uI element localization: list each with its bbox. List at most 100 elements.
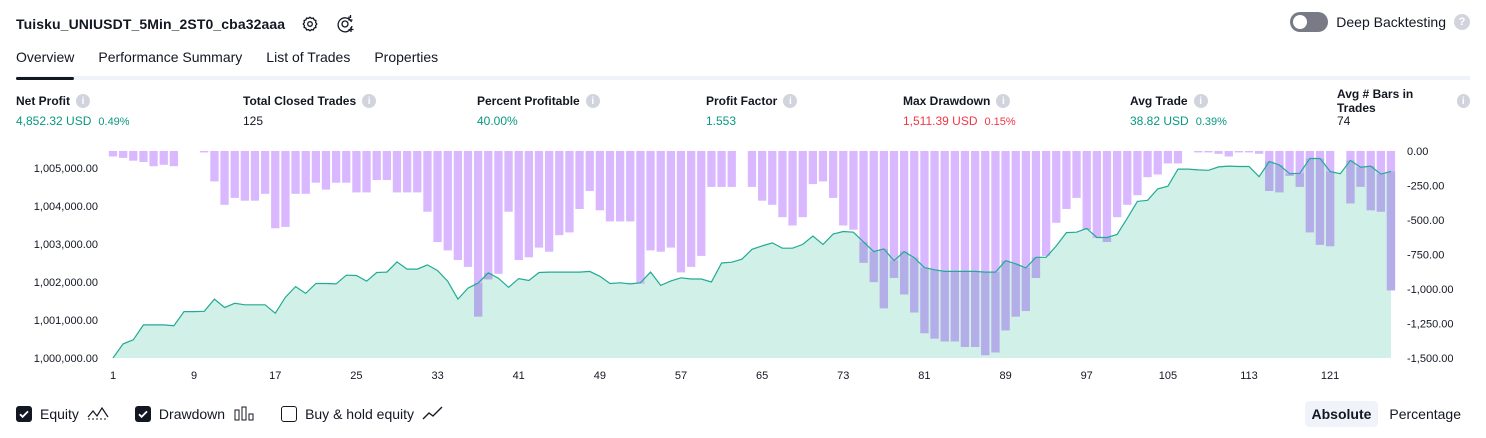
x-axis-tick-label: 89 [999, 370, 1011, 382]
drawdown-bar [717, 151, 726, 187]
info-icon[interactable]: i [783, 94, 798, 108]
drawdown-bar [169, 151, 178, 167]
drawdown-bar [910, 151, 919, 313]
x-axis-tick-label: 33 [431, 370, 443, 382]
equity-label: Equity [40, 406, 79, 422]
metric-value: 125 [243, 114, 376, 128]
equity-drawdown-chart[interactable]: 1,005,000.00 1,004,000.00 1,003,000.00 1,00… [0, 140, 1486, 395]
drawdown-bar-overlap [910, 257, 919, 313]
drawdown-bar [139, 151, 148, 162]
drawdown-bar-overlap [1102, 237, 1112, 242]
legend-drawdown[interactable]: Drawdown [134, 405, 255, 424]
drawdown-bar [230, 151, 239, 198]
drawdown-bar [818, 151, 828, 182]
absolute-mode-button[interactable]: Absolute [1304, 401, 1379, 427]
right-axis-tick-label: -250.00 [1407, 181, 1444, 193]
drawdown-bar [200, 151, 209, 153]
x-axis-tick-label: 97 [1081, 370, 1093, 382]
drawdown-bar [291, 151, 300, 194]
drawdown-bar [119, 151, 128, 158]
drawdown-bar [382, 151, 391, 180]
legend-buy-hold-equity[interactable]: Buy & hold equity [281, 405, 444, 424]
x-axis-tick-label: 73 [837, 370, 849, 382]
drawdown-bar-overlap [950, 271, 959, 342]
drawdown-bar [1214, 151, 1223, 154]
info-icon[interactable]: i [1456, 94, 1470, 108]
drawdown-bar [768, 151, 777, 205]
info-icon[interactable]: i [76, 94, 90, 108]
drawdown-bar-overlap [900, 251, 909, 295]
drawdown-bar-overlap [1275, 165, 1284, 193]
drawdown-bar-overlap [1326, 171, 1335, 247]
drawdown-bar [788, 151, 797, 226]
tab-overview[interactable]: Overview [16, 40, 75, 80]
metric-label: Profit Factor i [706, 92, 798, 110]
drawdown-bar [1082, 151, 1091, 230]
drawdown-bar [727, 151, 736, 187]
drawdown-bar [423, 151, 432, 212]
equity-checkbox[interactable] [16, 406, 32, 422]
info-icon[interactable]: i [1193, 94, 1208, 108]
drawdown-bar-overlap [1265, 161, 1274, 191]
drawdown-bar-overlap [1305, 158, 1314, 233]
drawdown-bar [534, 151, 544, 248]
drawdown-bar [758, 151, 767, 201]
drawdown-checkbox[interactable] [134, 406, 151, 422]
tab-performance-summary[interactable]: Performance Summary [98, 49, 243, 65]
drawdown-bar [1295, 151, 1304, 187]
drawdown-bar [1072, 151, 1081, 198]
drawdown-bar-overlap [1001, 260, 1010, 331]
metric-total-closed-trades: Total Closed Trades i 125 [243, 92, 377, 128]
deep-backtesting-toggle[interactable] [1290, 12, 1329, 32]
value-mode-switch: Absolute Percentage [1304, 401, 1469, 427]
gear-icon[interactable] [299, 13, 321, 35]
drawdown-bar [372, 151, 381, 180]
drawdown-bar [646, 151, 655, 251]
metric-label-text: Total Closed Trades [243, 94, 357, 108]
metric-value: 74 [1337, 114, 1470, 128]
left-axis-tick-label: 1,004,000.00 [34, 201, 98, 213]
drawdown-bar [707, 151, 716, 187]
drawdown-bar [605, 151, 615, 222]
buy-hold-checkbox[interactable] [281, 406, 298, 422]
info-icon[interactable]: i [362, 94, 377, 108]
drawdown-bar [362, 151, 371, 193]
metric-label: Net Profit i [16, 92, 130, 110]
drawdown-bar [1133, 151, 1142, 196]
x-axis-tick-label: 113 [1240, 370, 1258, 382]
drawdown-bar [798, 151, 807, 218]
toggle-knob [1293, 15, 1308, 29]
help-icon[interactable]: ? [1454, 14, 1470, 30]
drawdown-bar [616, 151, 625, 222]
drawdown-bar [443, 151, 452, 251]
buy-hold-label: Buy & hold equity [305, 406, 415, 422]
metric-value: 38.82 USD 0.39% [1130, 114, 1227, 128]
metric-label: Max Drawdown i [903, 92, 1016, 110]
metric-label-text: Profit Factor [706, 94, 778, 108]
drawdown-bar [210, 151, 219, 182]
left-axis-tick-label: 1,001,000.00 [34, 315, 98, 327]
drawdown-bar-overlap [869, 251, 878, 283]
refresh-settings-icon[interactable] [335, 13, 357, 35]
drawdown-bar-overlap [991, 272, 1000, 353]
drawdown-bar [859, 151, 868, 263]
tab-list-of-trades[interactable]: List of Trades [266, 49, 351, 65]
metric-label-text: Avg Trade [1130, 94, 1188, 108]
metric-sub-value: 0.39% [1195, 116, 1227, 128]
metric-value-text: 1,511.39 USD [903, 114, 978, 128]
metric-label-text: Avg # Bars in Trades [1337, 87, 1414, 115]
deep-backtesting: Deep Backtesting ? [1290, 12, 1470, 32]
drawdown-bar [950, 151, 959, 342]
percentage-mode-button[interactable]: Percentage [1389, 406, 1461, 422]
drawdown-bar [1255, 151, 1264, 154]
drawdown-bar [697, 151, 706, 256]
drawdown-bar [849, 151, 858, 230]
legend-equity[interactable]: Equity [16, 405, 109, 424]
drawdown-bar [656, 151, 665, 252]
info-icon[interactable]: i [585, 94, 600, 108]
metric-net-profit: Net Profit i 4,852.32 USD 0.49% [16, 92, 130, 128]
metric-label: Total Closed Trades i [243, 92, 377, 110]
metric-avg-bars-in-trades: Avg # Bars in Trades i 74 [1337, 87, 1470, 128]
info-icon[interactable]: i [996, 94, 1011, 108]
tab-properties[interactable]: Properties [374, 49, 439, 65]
